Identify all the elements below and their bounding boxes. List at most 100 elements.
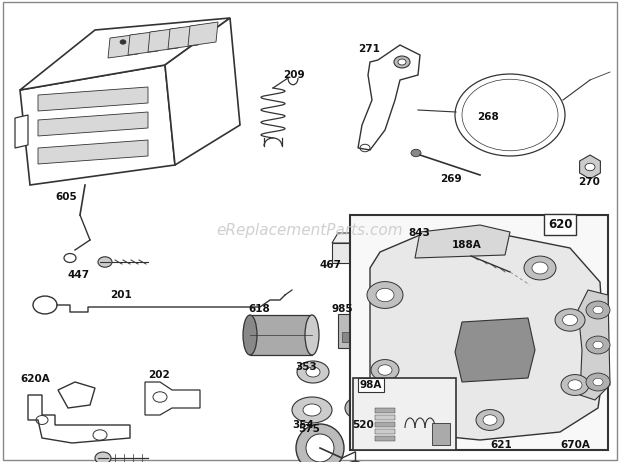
Bar xyxy=(342,332,352,342)
Polygon shape xyxy=(58,382,95,408)
Polygon shape xyxy=(38,140,148,164)
Circle shape xyxy=(562,315,577,326)
Polygon shape xyxy=(375,429,395,434)
Text: eReplacementParts.com: eReplacementParts.com xyxy=(216,224,404,238)
Circle shape xyxy=(378,365,392,375)
Bar xyxy=(350,215,608,450)
Polygon shape xyxy=(455,318,535,382)
Text: 353: 353 xyxy=(295,362,317,372)
Text: 270: 270 xyxy=(578,177,600,187)
Circle shape xyxy=(379,411,391,419)
Polygon shape xyxy=(405,229,434,240)
Bar xyxy=(338,314,372,348)
Polygon shape xyxy=(580,155,600,179)
Polygon shape xyxy=(20,18,230,90)
Text: 354: 354 xyxy=(292,420,314,430)
Text: 575: 575 xyxy=(298,424,320,434)
Circle shape xyxy=(585,163,595,171)
Circle shape xyxy=(394,56,410,68)
Circle shape xyxy=(98,257,112,267)
Polygon shape xyxy=(427,229,434,262)
Circle shape xyxy=(555,309,585,331)
Polygon shape xyxy=(108,34,140,58)
Ellipse shape xyxy=(303,404,321,416)
Circle shape xyxy=(593,306,603,314)
Circle shape xyxy=(376,288,394,302)
Polygon shape xyxy=(375,422,395,427)
Text: 618: 618 xyxy=(248,304,270,314)
Ellipse shape xyxy=(292,397,332,423)
Polygon shape xyxy=(375,436,395,441)
Circle shape xyxy=(586,301,610,319)
Circle shape xyxy=(371,359,399,380)
Polygon shape xyxy=(168,25,200,49)
Polygon shape xyxy=(165,18,240,165)
Text: 621: 621 xyxy=(490,440,511,450)
Circle shape xyxy=(524,256,556,280)
Polygon shape xyxy=(370,232,605,440)
Polygon shape xyxy=(15,115,28,148)
Text: 605: 605 xyxy=(55,192,77,202)
Polygon shape xyxy=(188,22,218,46)
Bar xyxy=(250,315,312,355)
Circle shape xyxy=(561,375,589,395)
Circle shape xyxy=(593,378,603,386)
Circle shape xyxy=(367,281,403,309)
Ellipse shape xyxy=(345,396,379,420)
Ellipse shape xyxy=(296,424,344,462)
Polygon shape xyxy=(458,250,474,266)
Ellipse shape xyxy=(305,315,319,355)
Ellipse shape xyxy=(306,367,320,377)
Circle shape xyxy=(586,373,610,391)
Circle shape xyxy=(593,341,603,349)
Text: 985: 985 xyxy=(332,304,353,314)
Polygon shape xyxy=(332,243,352,263)
Text: 268: 268 xyxy=(477,112,499,122)
Circle shape xyxy=(95,452,111,462)
Text: 271: 271 xyxy=(358,44,380,54)
Polygon shape xyxy=(128,31,160,55)
Polygon shape xyxy=(358,45,420,150)
Text: 620: 620 xyxy=(548,218,572,231)
Polygon shape xyxy=(332,233,358,243)
Polygon shape xyxy=(415,225,510,258)
Polygon shape xyxy=(375,415,395,420)
Polygon shape xyxy=(578,290,610,400)
Circle shape xyxy=(418,411,442,429)
Circle shape xyxy=(373,406,397,424)
Bar xyxy=(353,378,456,450)
Polygon shape xyxy=(148,28,180,52)
Circle shape xyxy=(411,149,421,157)
Circle shape xyxy=(398,59,406,65)
Text: 98A: 98A xyxy=(360,380,383,390)
Circle shape xyxy=(483,415,497,425)
Polygon shape xyxy=(405,240,427,262)
Ellipse shape xyxy=(243,315,257,355)
Polygon shape xyxy=(38,87,148,111)
Text: 670A: 670A xyxy=(560,440,590,450)
Circle shape xyxy=(568,380,582,390)
Circle shape xyxy=(586,336,610,354)
Polygon shape xyxy=(375,408,395,413)
Text: 620A: 620A xyxy=(20,374,50,384)
Polygon shape xyxy=(28,395,130,443)
Text: 447: 447 xyxy=(68,270,90,280)
Circle shape xyxy=(424,415,436,425)
Circle shape xyxy=(532,262,548,274)
Text: 269: 269 xyxy=(440,174,462,184)
Text: 843: 843 xyxy=(408,228,430,238)
Ellipse shape xyxy=(355,403,369,413)
Circle shape xyxy=(476,410,504,431)
Ellipse shape xyxy=(306,434,334,462)
Text: 201: 201 xyxy=(110,290,131,300)
Polygon shape xyxy=(38,112,148,136)
Text: 209: 209 xyxy=(283,70,304,80)
Polygon shape xyxy=(20,65,175,185)
Text: 520: 520 xyxy=(352,420,374,430)
Polygon shape xyxy=(352,233,358,263)
Circle shape xyxy=(120,40,126,44)
Bar xyxy=(432,423,450,445)
Text: 467: 467 xyxy=(320,260,342,270)
Polygon shape xyxy=(145,382,200,415)
Ellipse shape xyxy=(297,361,329,383)
